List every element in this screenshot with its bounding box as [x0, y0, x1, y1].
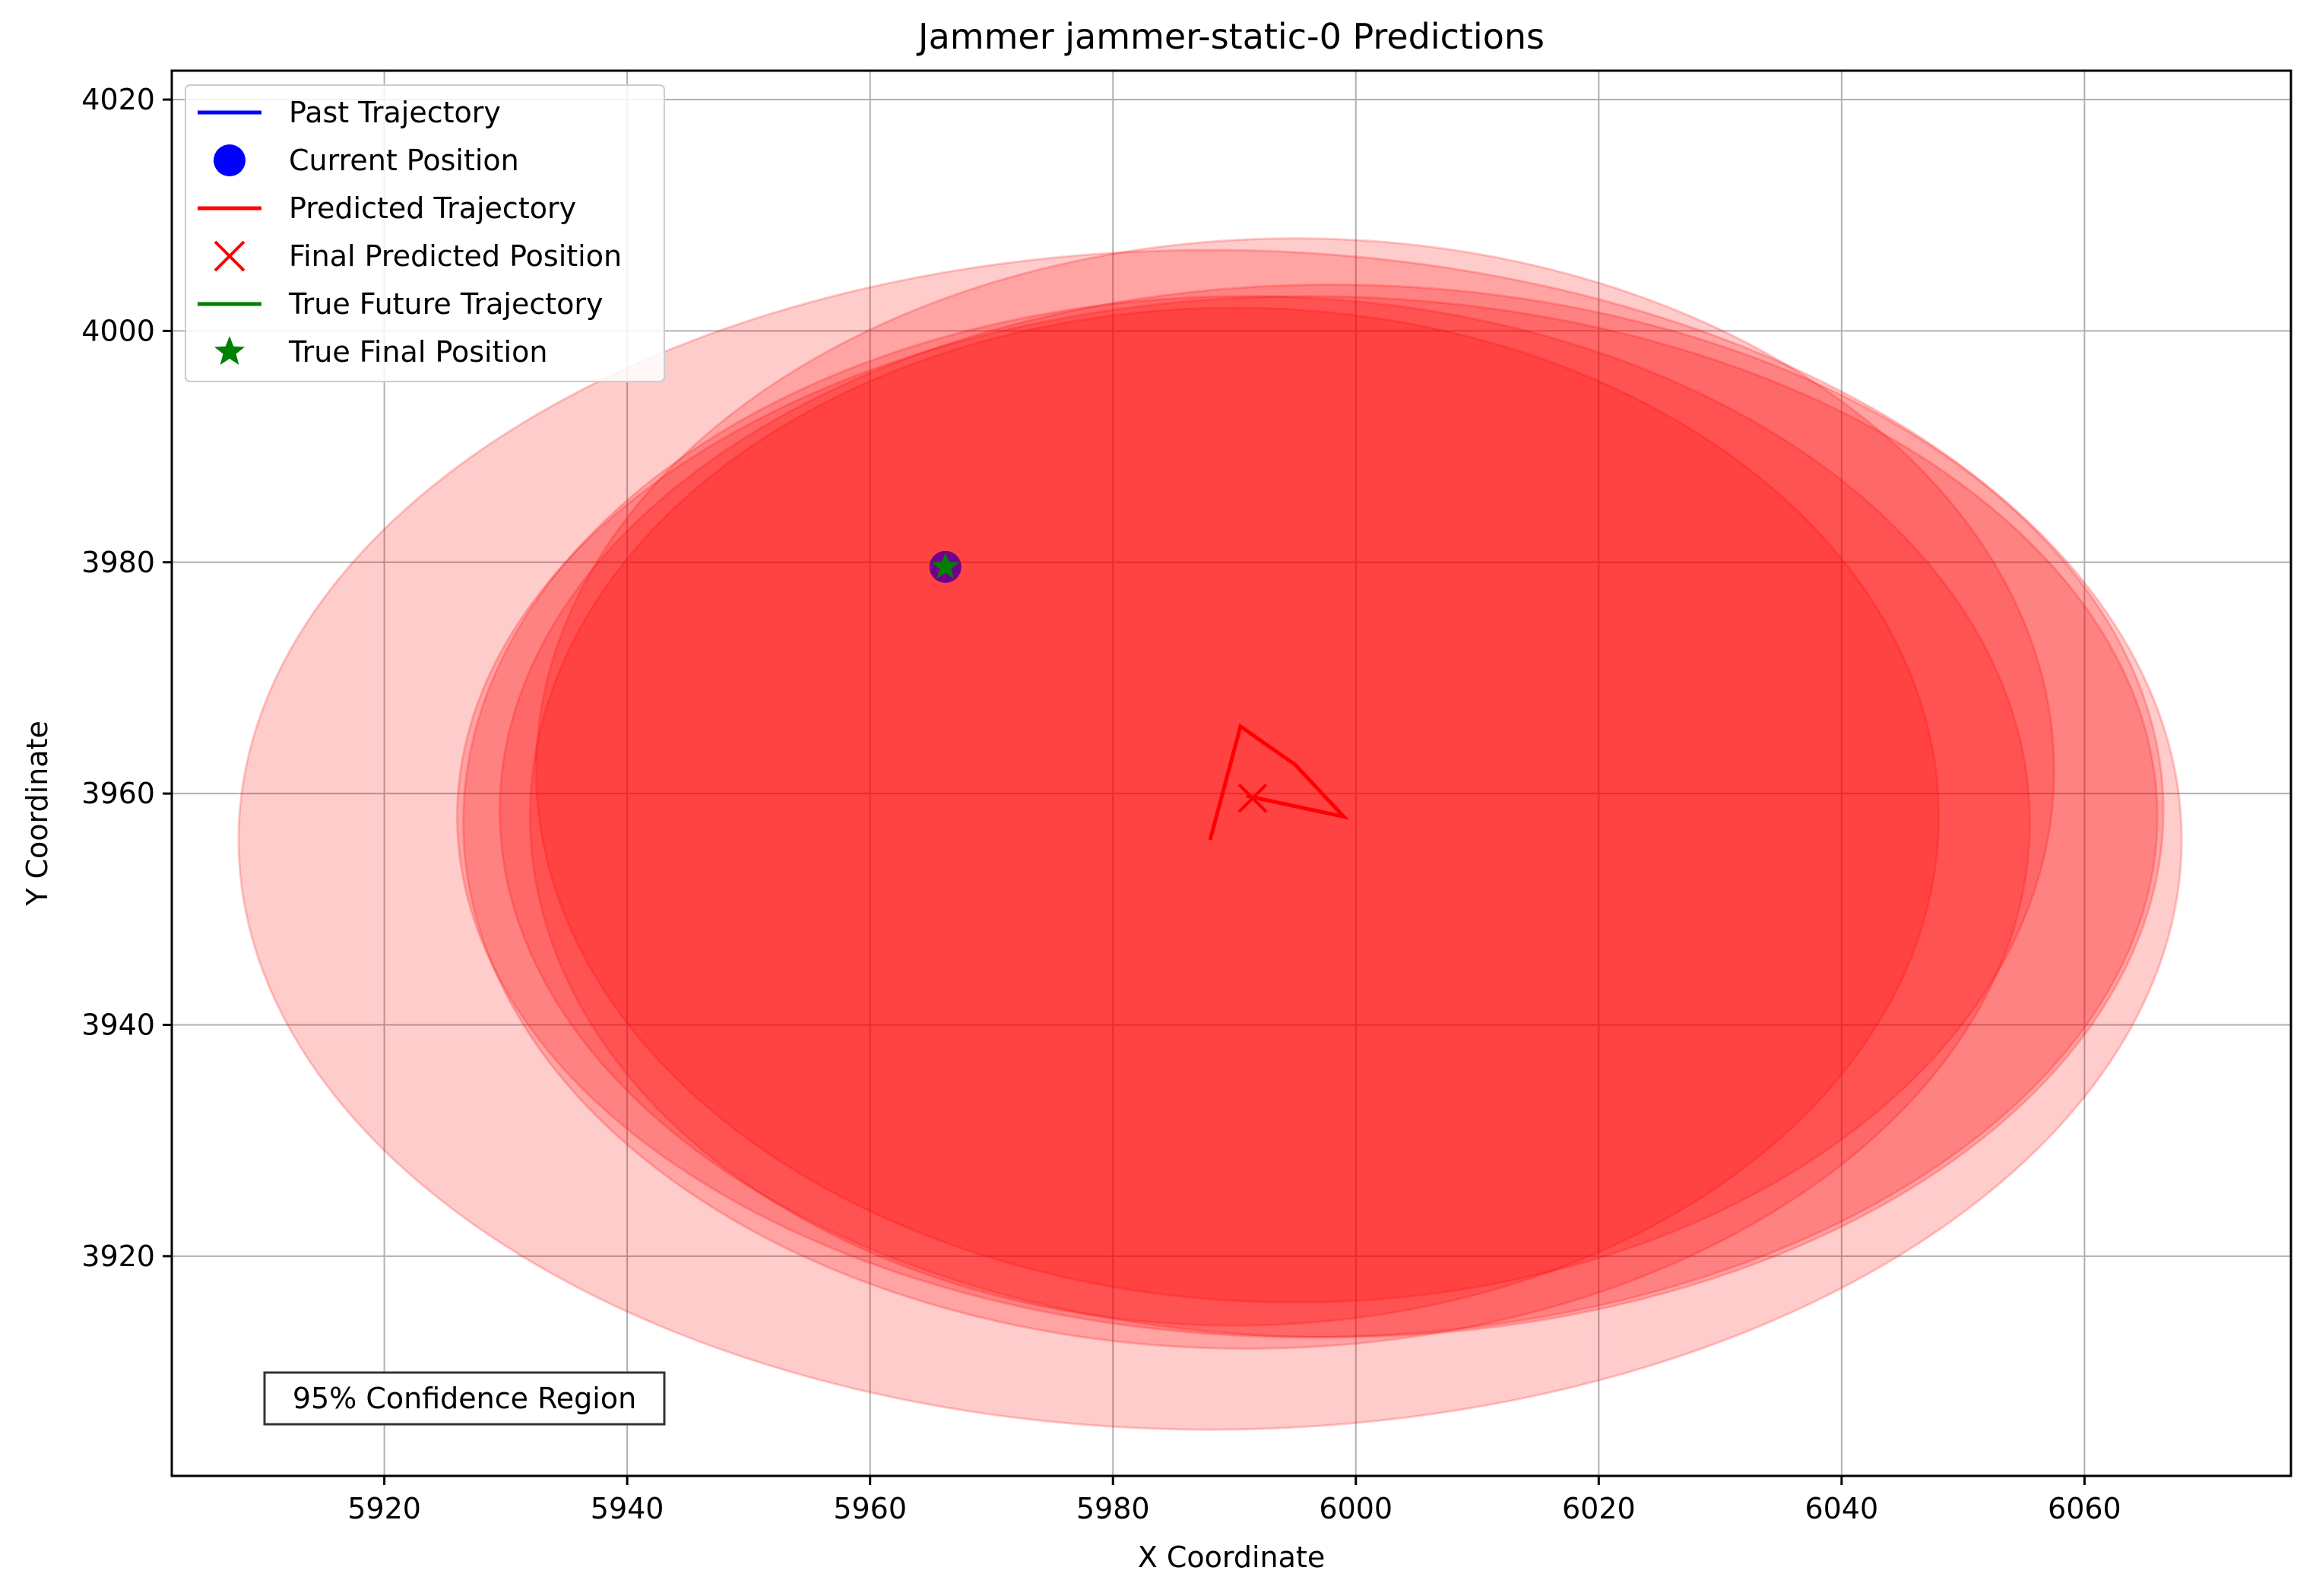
legend-item: True Final Position: [214, 335, 547, 369]
chart-title: Jammer jammer-static-0 Predictions: [916, 16, 1545, 57]
y-axis-label: Y Coordinate: [21, 720, 54, 907]
legend-label: Predicted Trajectory: [289, 192, 576, 225]
plot-area: 5920 5940 5960 5980 6000 6020 6040 6060 3920 3940…: [81, 69, 2292, 1525]
legend-x-swatch: [214, 240, 246, 272]
legend-label: True Final Position: [288, 335, 547, 369]
legend-item: Current Position: [214, 144, 519, 177]
confidence-ellipse: [461, 295, 2031, 1351]
confidence-ellipse: [455, 295, 2159, 1338]
legend-item: Predicted Trajectory: [198, 192, 576, 225]
y-tick-label: 4000: [81, 314, 155, 347]
y-tick-label: 3960: [81, 777, 155, 810]
final-predicted-position-marker: [1237, 783, 1268, 813]
confidence-ellipses: [237, 237, 2183, 1431]
confidence-annotation: 95% Confidence Region: [263, 1371, 666, 1426]
confidence-annotation-box: [263, 1371, 666, 1426]
y-tick-label: 3980: [81, 546, 155, 579]
x-tick-label: 6000: [1319, 1492, 1393, 1525]
x-axis-label: X Coordinate: [1138, 1541, 1325, 1574]
legend-label: Current Position: [289, 144, 519, 177]
legend-label: True Future Trajectory: [288, 287, 604, 321]
legend: Past Trajectory Current Position Predicted…: [185, 84, 665, 382]
x-tick-label: 6040: [1804, 1492, 1878, 1525]
final-predicted-x-stroke: [1237, 783, 1268, 813]
legend-item: Final Predicted Position: [214, 239, 622, 273]
legend-circle-swatch: [214, 144, 246, 176]
axes-frame: [170, 69, 2292, 1477]
confidence-ellipse: [498, 283, 2165, 1338]
confidence-ellipse: [528, 306, 1941, 1327]
x-tick-label: 5920: [347, 1492, 421, 1525]
legend-label: Final Predicted Position: [289, 239, 622, 273]
x-tick-label: 5960: [833, 1492, 907, 1525]
x-tick-label: 6020: [1562, 1492, 1636, 1525]
x-tick-label: 6060: [2048, 1492, 2121, 1525]
legend-label: Past Trajectory: [289, 96, 501, 129]
y-tick-label: 4020: [81, 83, 155, 116]
x-tick-label: 5980: [1076, 1492, 1150, 1525]
legend-box: [185, 84, 665, 382]
true-final-position-marker: [931, 552, 959, 579]
predicted-trajectory-line: [1208, 723, 1350, 841]
legend-star-swatch: [214, 336, 245, 365]
legend-item: True Future Trajectory: [198, 287, 604, 321]
legend-item: Past Trajectory: [198, 96, 501, 129]
y-tick-label: 3920: [81, 1240, 155, 1273]
y-tick-label: 3940: [81, 1008, 155, 1041]
confidence-annotation-text: 95% Confidence Region: [293, 1382, 636, 1415]
confidence-ellipse: [534, 237, 2055, 1304]
x-tick-label: 5940: [591, 1492, 664, 1525]
